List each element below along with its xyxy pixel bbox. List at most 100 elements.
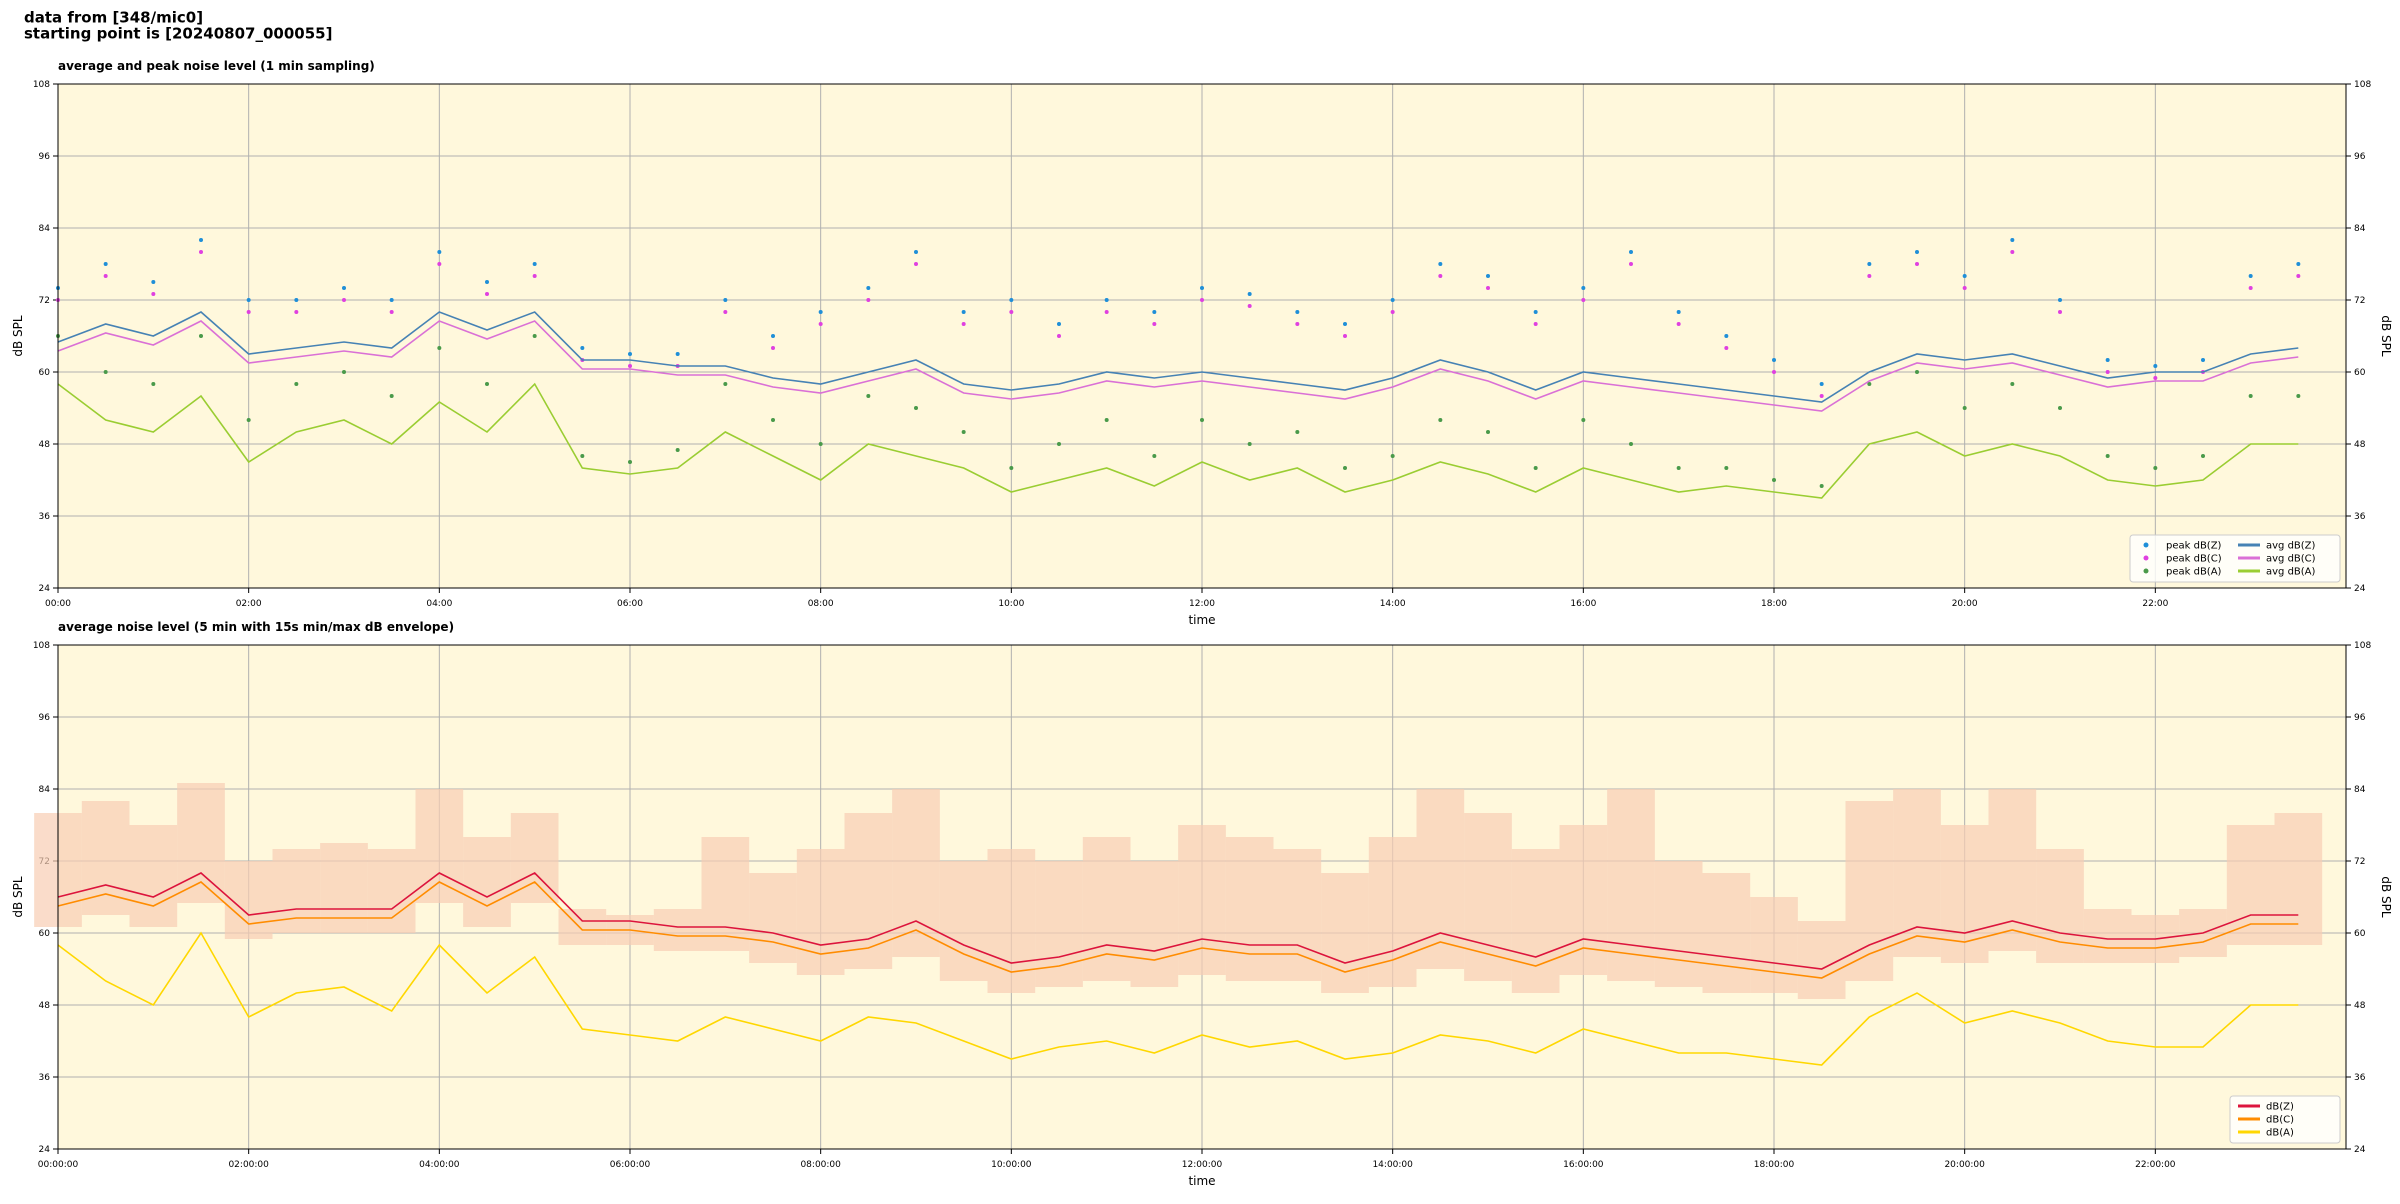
x-tick-label: 16:00:00: [1563, 1160, 1604, 1170]
peak-point: [1676, 466, 1681, 470]
peak-point: [532, 262, 537, 266]
envelope-band: [796, 849, 845, 975]
y-tick-label: 84: [39, 224, 51, 234]
legend-label: dB(Z): [2266, 1102, 2294, 1113]
legend-box: [2129, 534, 2341, 583]
peak-point: [1152, 310, 1157, 314]
peak-point: [1104, 310, 1109, 314]
peak-point: [1486, 430, 1490, 434]
peak-point: [2058, 298, 2062, 302]
peak-point: [1152, 322, 1157, 326]
envelope-band: [1368, 837, 1417, 987]
envelope-band: [272, 849, 321, 933]
peak-point: [1486, 286, 1490, 290]
peak-point: [485, 280, 489, 284]
envelope-band: [1082, 837, 1131, 981]
peak-point: [675, 352, 680, 356]
legend-label: dB(C): [2266, 1115, 2294, 1126]
envelope-band: [1654, 861, 1703, 987]
y2-tick-label: 36: [2354, 1073, 2366, 1083]
peak-point: [1295, 322, 1300, 326]
y2-tick-label: 48: [2354, 440, 2366, 450]
peak-point: [580, 346, 585, 350]
envelope-band: [892, 789, 940, 957]
peak-point: [1057, 322, 1061, 326]
y-tick-label: 36: [39, 512, 51, 522]
envelope-band: [844, 813, 893, 969]
peak-point: [2105, 454, 2110, 458]
series-line: [57, 872, 2299, 970]
y-tick-label: 96: [39, 152, 51, 162]
peak-point: [771, 334, 775, 338]
peak-point: [675, 448, 680, 452]
peak-point: [103, 262, 108, 266]
x-tick-label: 14:00: [1380, 599, 1406, 609]
peak-point: [342, 370, 346, 374]
peak-point: [1295, 310, 1300, 314]
series-line: [57, 320, 2299, 412]
peak-point: [866, 394, 871, 398]
envelope-band: [320, 843, 368, 933]
peak-point: [485, 292, 489, 296]
peak-point: [2296, 394, 2301, 398]
peak-point: [1057, 334, 1061, 338]
peak-point: [1152, 454, 1157, 458]
legend-marker: [2143, 555, 2149, 561]
peak-point: [199, 238, 203, 242]
peak-point: [1915, 370, 1919, 374]
peak-point: [1915, 250, 1919, 254]
y2-tick-label: 84: [2354, 785, 2366, 795]
peak-point: [2248, 394, 2253, 398]
peak-point: [294, 382, 299, 386]
peak-point: [1295, 430, 1300, 434]
envelope-band: [1797, 921, 1846, 999]
peak-point: [103, 370, 108, 374]
peak-point: [151, 382, 156, 386]
peak-point: [866, 298, 871, 302]
peak-point: [1533, 310, 1538, 314]
envelope-band: [367, 849, 416, 933]
y-tick-label: 84: [39, 785, 51, 795]
x-tick-label: 20:00: [1952, 599, 1978, 609]
y2-tick-label: 60: [2354, 368, 2366, 378]
plot-frame: [57, 644, 2347, 1150]
peak-point: [2296, 274, 2301, 278]
envelope-band: [1893, 789, 1941, 957]
legend-label: avg dB(C): [2266, 554, 2316, 565]
envelope-band: [987, 849, 1036, 993]
envelope-band: [129, 825, 178, 927]
peak-point: [914, 250, 918, 254]
peak-point: [1438, 274, 1443, 278]
x-tick-label: 10:00: [998, 599, 1024, 609]
x-tick-label: 20:00:00: [1944, 1160, 1985, 1170]
legend-label: peak dB(A): [2166, 567, 2222, 578]
x-tick-label: 18:00: [1761, 599, 1787, 609]
peak-point: [1819, 394, 1824, 398]
y-tick-label: 36: [39, 1073, 51, 1083]
envelope-band: [1321, 873, 1369, 993]
peak-point: [437, 250, 442, 254]
y2-tick-label: 108: [2354, 80, 2371, 90]
peak-point: [151, 280, 156, 284]
peak-point: [1247, 292, 1252, 296]
peak-point: [1867, 382, 1872, 386]
envelope-band: [2036, 849, 2084, 963]
peak-point: [532, 274, 537, 278]
peak-point: [1676, 310, 1681, 314]
peak-point: [2010, 238, 2015, 242]
peak-point: [2105, 370, 2110, 374]
y-tick-label: 72: [39, 296, 50, 306]
peak-point: [389, 298, 394, 302]
envelope-band: [1130, 861, 1179, 987]
envelope-band: [1511, 849, 1560, 993]
legend-label: peak dB(C): [2166, 554, 2222, 565]
header-line: starting point is [20240807_000055]: [24, 25, 332, 43]
peak-point: [961, 322, 966, 326]
legend-marker: [2143, 542, 2149, 548]
subplot-title: average and peak noise level (1 min samp…: [58, 59, 375, 73]
peak-point: [437, 262, 442, 266]
peak-point: [294, 298, 299, 302]
peak-point: [1247, 442, 1252, 446]
